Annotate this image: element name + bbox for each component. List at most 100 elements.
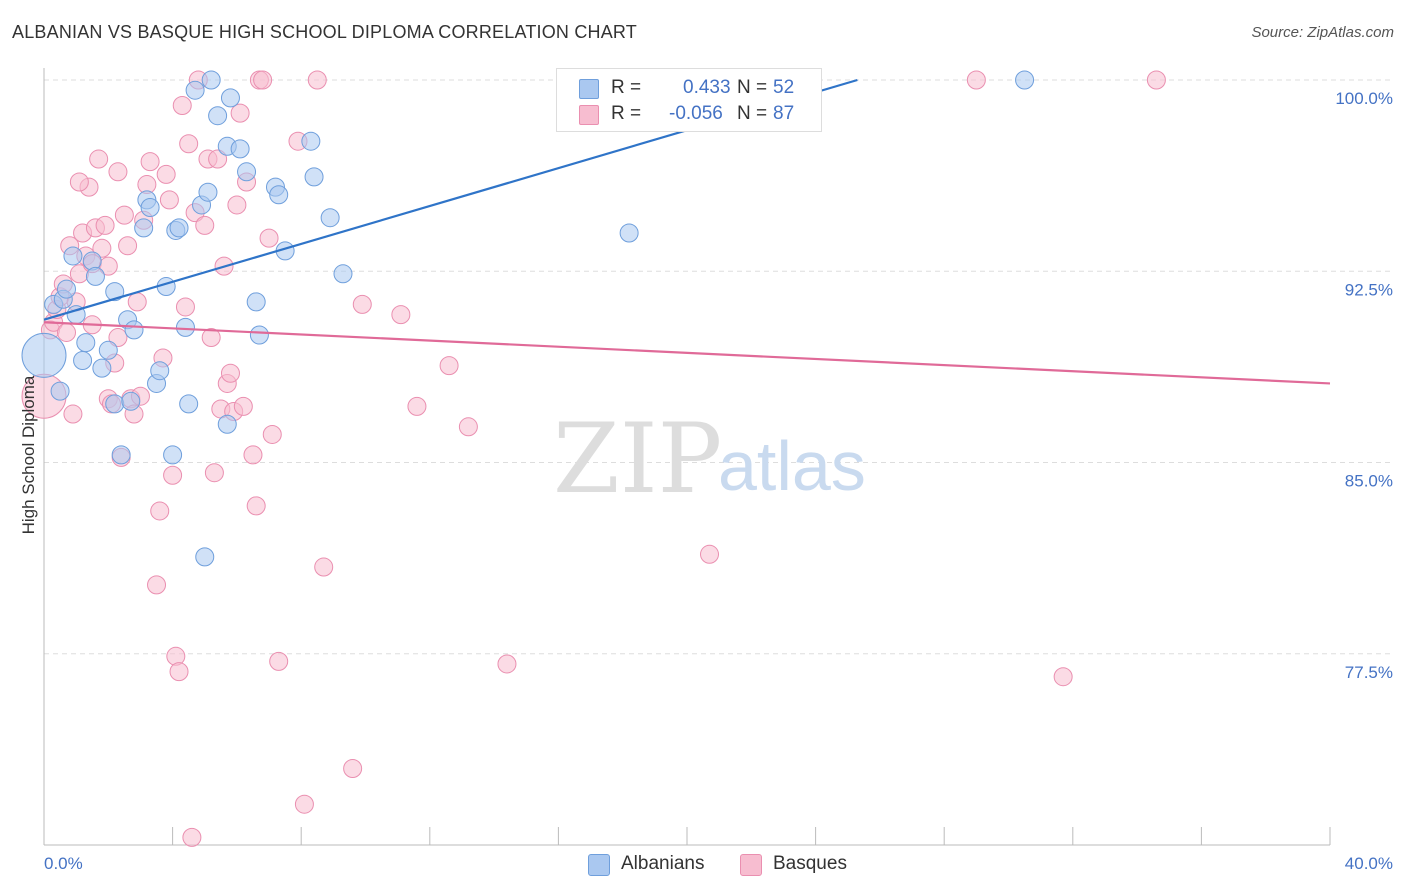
basques-point (92, 238, 112, 258)
basques-point (253, 70, 273, 90)
n-value-basques: 87 (773, 103, 795, 124)
n-label: N = (737, 103, 768, 124)
albanians-point (98, 340, 118, 360)
basques-point (201, 328, 221, 348)
basques-point (179, 134, 199, 154)
basques-point (118, 236, 138, 256)
albanians-point (269, 185, 289, 205)
basques-point (233, 396, 253, 416)
albanians-point (50, 381, 70, 401)
albanians-point (246, 292, 266, 312)
albanians-point (169, 218, 189, 238)
albanians-point (57, 279, 77, 299)
basques-point (243, 445, 263, 465)
watermark: ZIP atlas (553, 403, 866, 515)
basques-point (69, 172, 89, 192)
basques-point (57, 322, 77, 342)
basques-point (195, 215, 215, 235)
albanians-point (63, 246, 83, 266)
basques-point (343, 759, 363, 778)
watermark-zip: ZIP (553, 403, 722, 515)
basques-point (262, 424, 282, 444)
basques-point (1053, 667, 1073, 687)
basques-point (140, 152, 160, 172)
albanians-legend-swatch (588, 854, 610, 876)
watermark-atlas: atlas (718, 427, 866, 505)
basques-point (147, 575, 167, 595)
basques-point (352, 294, 372, 314)
albanians-legend-label: Albanians (621, 853, 705, 874)
basques-point (175, 297, 195, 317)
basques-point (1146, 70, 1166, 90)
basques-point (439, 356, 459, 376)
albanians-point (73, 351, 93, 370)
albanians-point (92, 358, 112, 378)
basques-point (391, 305, 411, 325)
basques-point (169, 662, 189, 682)
y-axis-label: High School Diploma (19, 375, 38, 534)
albanians-point (105, 282, 125, 302)
x-tick-label: 0.0% (44, 854, 83, 873)
basques-point (108, 328, 128, 348)
basques-point (108, 162, 128, 182)
basques-point (95, 215, 115, 235)
albanians-point (185, 80, 205, 100)
basques-point (294, 794, 314, 814)
albanians-point (195, 547, 215, 567)
albanians-point (111, 445, 131, 465)
axes (43, 68, 1331, 846)
r-label: R = (611, 77, 642, 98)
stats-legend: R = 0.433 N = 52 R = -0.056 N = 87 (556, 68, 822, 132)
albanians-point (124, 320, 144, 340)
albanians-point (301, 131, 321, 151)
basques-trend-line (43, 321, 1331, 385)
albanians-point (201, 70, 221, 90)
basques-point (259, 228, 279, 248)
albanians-point (237, 162, 257, 182)
basques-point (208, 149, 228, 169)
chart-title: ALBANIAN VS BASQUE HIGH SCHOOL DIPLOMA C… (12, 22, 638, 42)
tick-labels: 77.5% 85.0% 92.5% 100.0% 0.0% 40.0% (44, 89, 1393, 873)
y-tick-label: 85.0% (1345, 472, 1393, 491)
basques-point (307, 70, 327, 90)
basques-point (204, 463, 224, 483)
r-value-albanians: 0.433 (683, 77, 731, 98)
basques-point (182, 827, 202, 847)
albanians-point (140, 198, 160, 217)
albanians-point (208, 106, 228, 126)
albanians-point (121, 391, 141, 411)
basques-point (172, 96, 192, 115)
albanians-point (82, 251, 102, 271)
y-tick-label: 100.0% (1335, 89, 1393, 108)
albanians-point (249, 325, 269, 345)
x-tick-label: 40.0% (1345, 854, 1393, 873)
r-label: R = (611, 103, 642, 124)
albanians-point (134, 218, 154, 238)
albanians-point (175, 317, 195, 337)
basques-point (314, 557, 334, 577)
basques-point (114, 205, 134, 225)
basques-point (89, 149, 109, 169)
albanians-point (220, 88, 240, 108)
basques-point (246, 496, 266, 516)
n-label: N = (737, 77, 768, 98)
albanians-point (150, 361, 170, 381)
albanians-point (76, 333, 96, 353)
basques-point (166, 646, 186, 666)
basques-point (63, 404, 83, 424)
basques-point (227, 195, 247, 215)
basques-point (700, 544, 720, 564)
basques-point (230, 103, 250, 123)
y-tick-label: 92.5% (1345, 280, 1393, 299)
source-label: Source: ZipAtlas.com (1251, 24, 1394, 41)
basques-point (497, 654, 517, 674)
basques-point (220, 363, 240, 383)
basques-point (159, 190, 179, 210)
n-value-albanians: 52 (773, 77, 795, 98)
albanians-point (179, 394, 199, 414)
albanians-point (163, 445, 183, 465)
basques-point (127, 292, 147, 312)
albanians-point (217, 414, 237, 434)
albanians-point (1015, 70, 1035, 90)
